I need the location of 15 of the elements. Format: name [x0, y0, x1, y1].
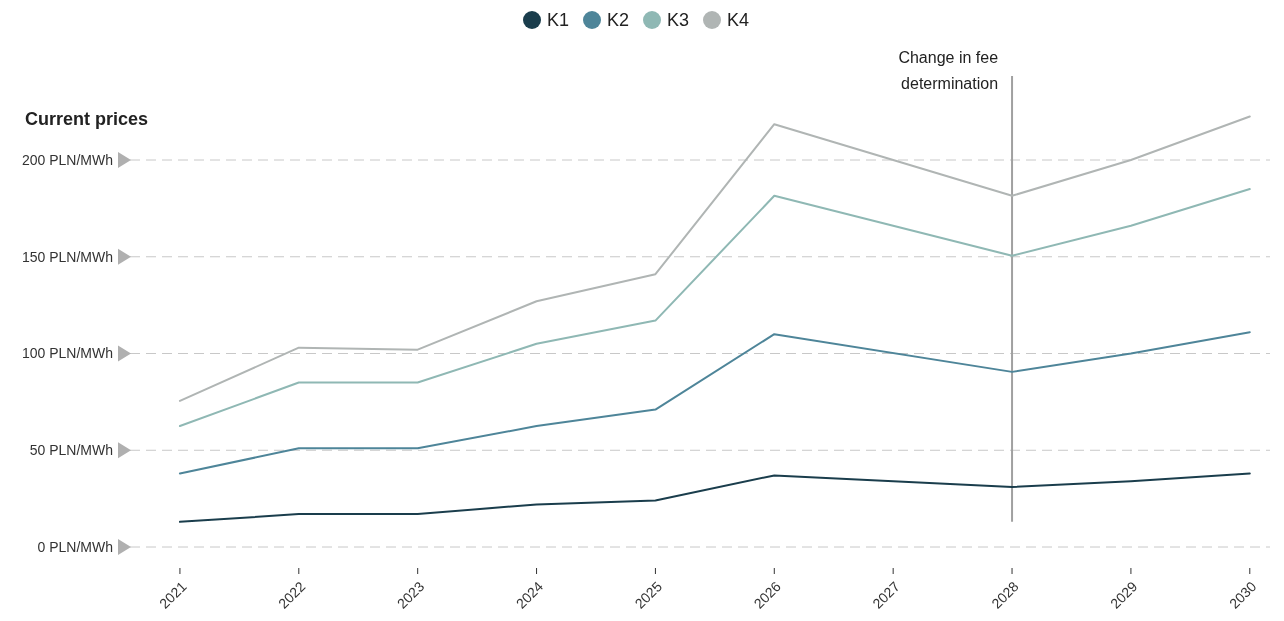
legend-label: K4 [727, 10, 750, 31]
legend-label: K3 [667, 10, 690, 31]
y-tick-label: 50 PLN/MWh [29, 442, 113, 459]
legend-label: K1 [547, 10, 570, 31]
line-series [178, 188, 1251, 428]
y-axis-title: Current prices [25, 109, 149, 129]
y-tick-label: 150 PLN/MWh [21, 248, 113, 265]
line-series [178, 472, 1251, 523]
y-tick-label: 0 PLN/MWh [37, 538, 113, 555]
ref-line-label: Change in fee determination [898, 49, 999, 92]
line-series [178, 331, 1251, 475]
y-tick-label: 200 PLN/MWh [21, 151, 113, 168]
y-tick-label: 100 PLN/MWh [21, 345, 113, 362]
legend-label: K2 [607, 10, 630, 31]
line-series [178, 115, 1251, 402]
